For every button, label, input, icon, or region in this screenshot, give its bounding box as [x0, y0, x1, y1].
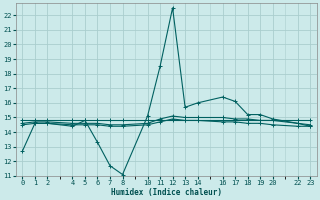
X-axis label: Humidex (Indice chaleur): Humidex (Indice chaleur) — [111, 188, 222, 197]
